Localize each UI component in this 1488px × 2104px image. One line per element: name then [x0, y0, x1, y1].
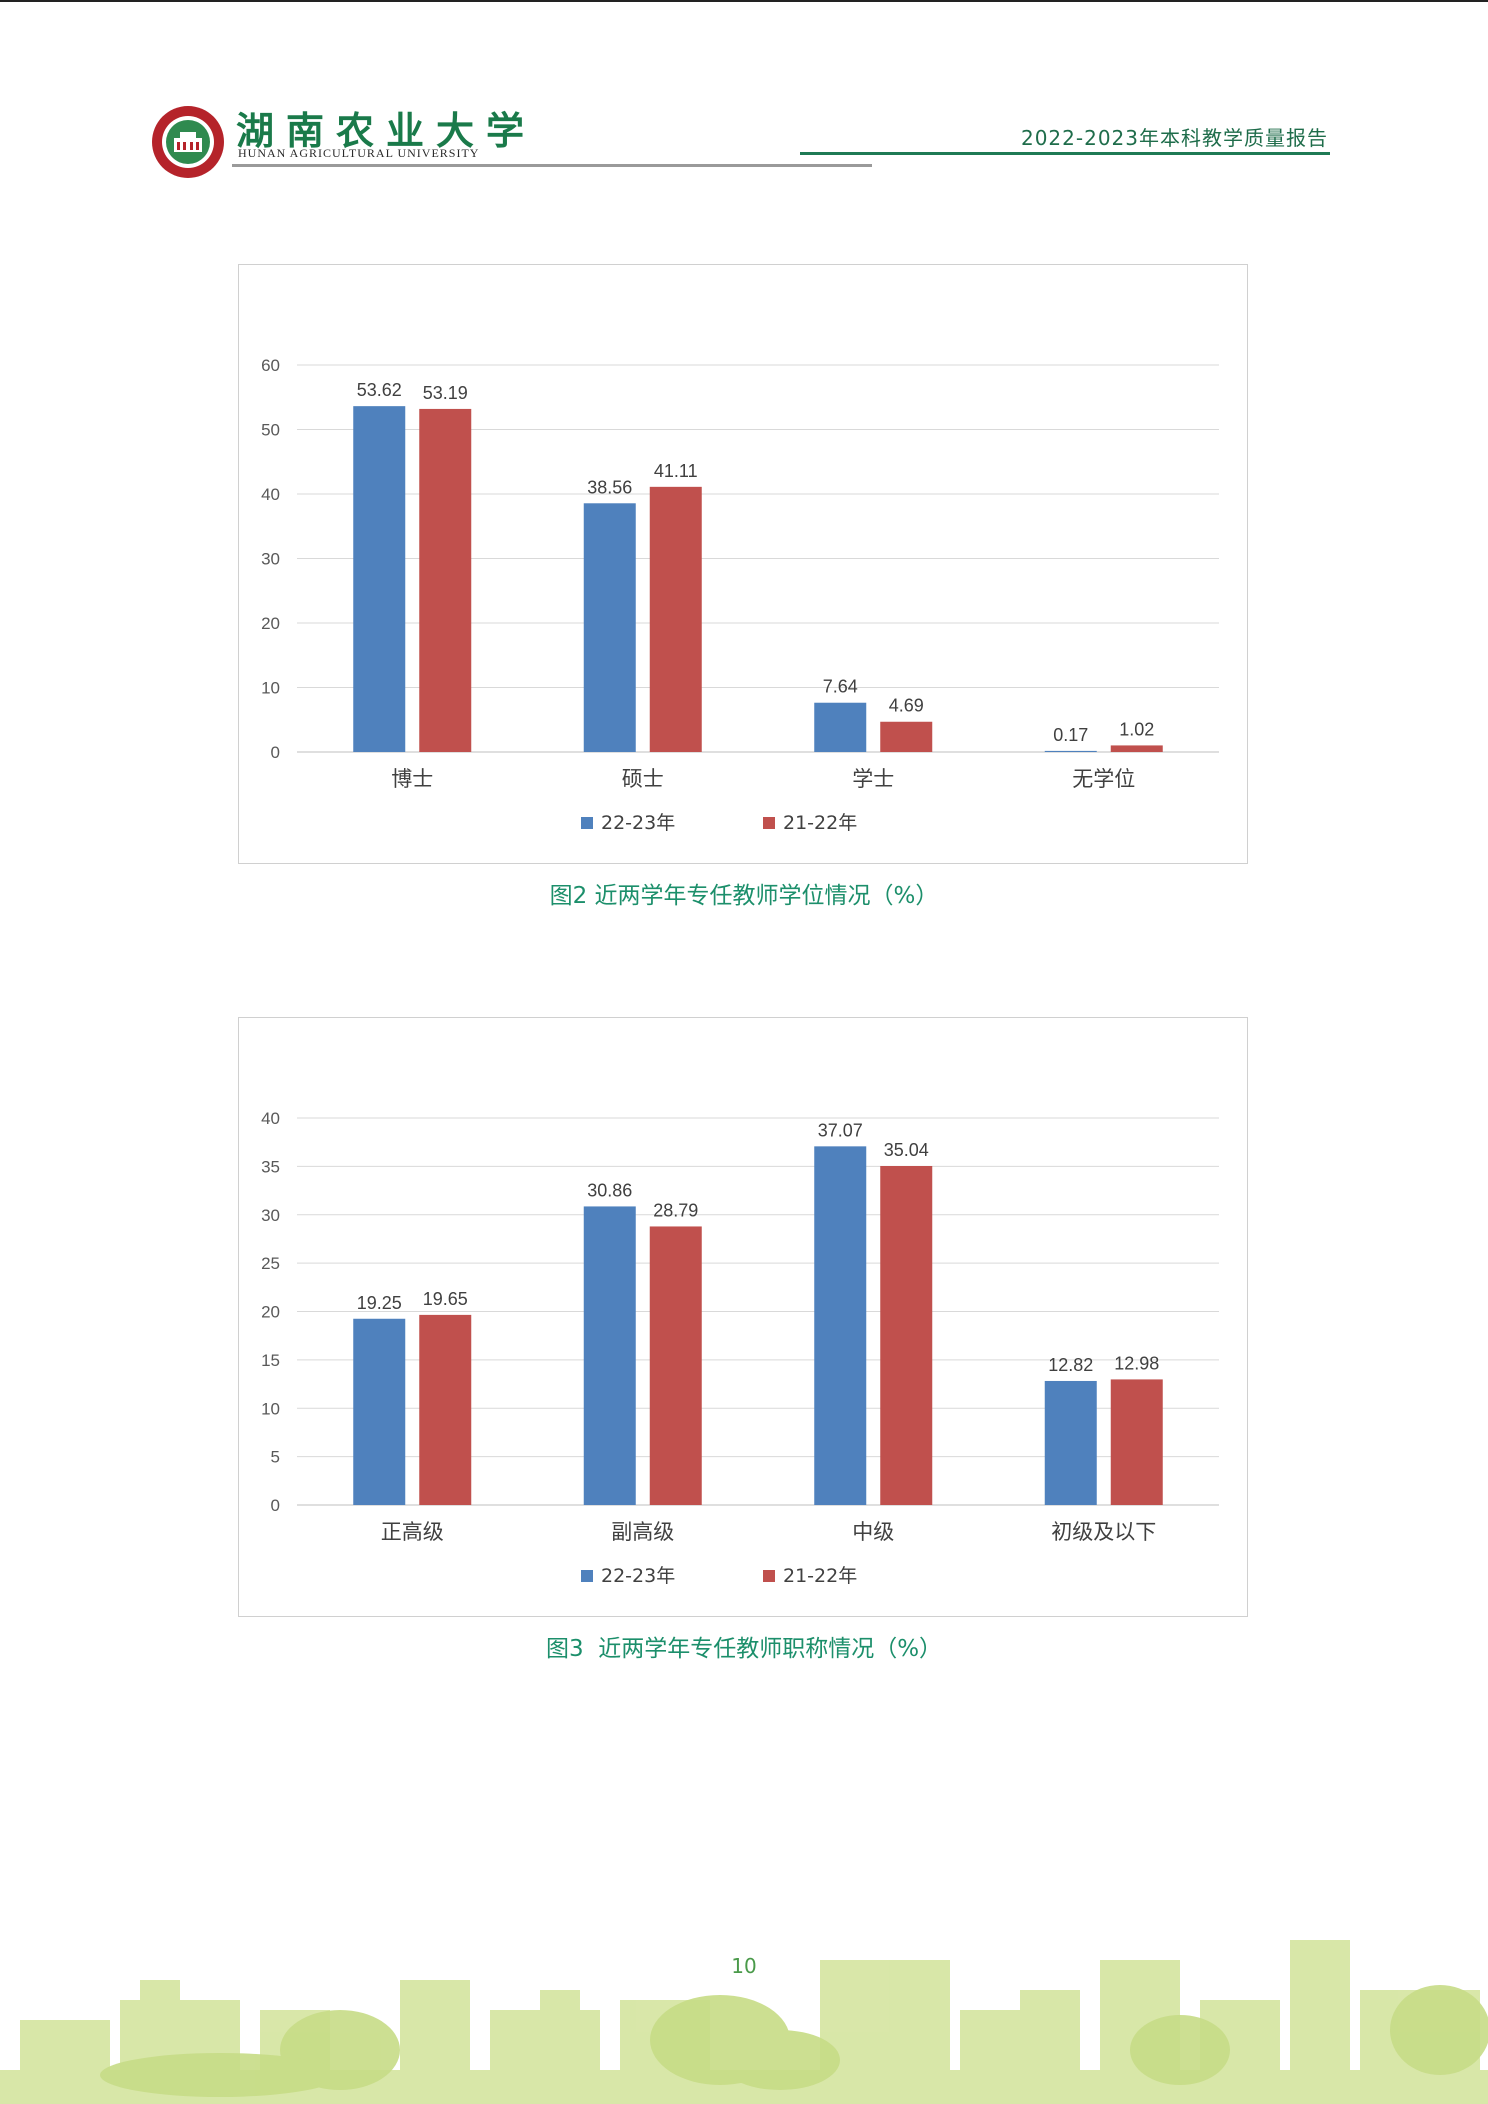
chart-title-rank-frame: 0 5 10 15 20 25 30 35 40 19.25 19.65 正高级 30.86 28.79 副…: [238, 1017, 1248, 1617]
legend-label: 22-23年: [601, 1565, 675, 1587]
data-label: 41.11: [654, 461, 698, 481]
legend-label: 21-22年: [783, 1565, 857, 1587]
figure-3-caption: 图3 近两学年专任教师职称情况（%）: [545, 1636, 943, 1662]
y-tick-label: 15: [261, 1351, 280, 1370]
header-rule-left: [232, 164, 872, 167]
page-number: 10: [731, 1954, 757, 1978]
legend-label: 22-23年: [601, 812, 675, 834]
bar-series-a: [814, 1146, 867, 1505]
legend-swatch: [581, 817, 593, 829]
legend-swatch: [581, 1570, 593, 1582]
x-category-label: 中级: [852, 1520, 894, 1544]
legend-label: 21-22年: [783, 812, 857, 834]
legend-swatch: [763, 817, 775, 829]
data-label: 19.25: [357, 1293, 402, 1313]
header-rule-right: [800, 152, 1330, 155]
bar-series-b: [419, 408, 472, 752]
bar-series-a: [1044, 1380, 1097, 1505]
data-label: 12.82: [1048, 1355, 1093, 1375]
bar-series-b: [419, 1314, 472, 1505]
data-label: 4.69: [889, 696, 924, 716]
bar-series-b: [1110, 1379, 1163, 1505]
data-label: 30.86: [587, 1180, 632, 1200]
campus-skyline-illustration: [0, 1940, 1488, 2104]
data-label: 37.07: [818, 1120, 863, 1140]
y-tick-label: 60: [261, 356, 280, 375]
bar-series-b: [649, 1226, 702, 1505]
chart-degree: 0 10 20 30 40 50 60 53.62 53.19 博士 38.56 41.11 硕士 7.6…: [261, 356, 1219, 834]
y-tick-label: 10: [261, 1399, 280, 1418]
chart-title-rank: 0 5 10 15 20 25 30 35 40 19.25 19.65 正高级 30.86 28.79 副…: [261, 1109, 1219, 1587]
chart-degree-frame: 0 10 20 30 40 50 60 53.62 53.19 博士 38.56 41.11 硕士 7.6…: [238, 264, 1248, 864]
data-label: 53.19: [423, 383, 468, 403]
data-label: 35.04: [884, 1140, 929, 1160]
report-title: 2022-2023年本科教学质量报告: [1020, 126, 1328, 150]
y-tick-label: 35: [261, 1157, 280, 1176]
y-tick-label: 40: [261, 485, 280, 504]
data-label: 19.65: [423, 1289, 468, 1309]
y-tick-label: 30: [261, 1206, 280, 1225]
legend-swatch: [763, 1570, 775, 1582]
x-category-label: 无学位: [1072, 767, 1135, 791]
bar-series-b: [880, 721, 933, 752]
x-category-label: 博士: [391, 767, 433, 791]
data-label: 7.64: [823, 677, 858, 697]
y-tick-label: 50: [261, 421, 280, 440]
x-category-label: 正高级: [381, 1520, 444, 1544]
bar-series-b: [1110, 745, 1163, 752]
x-category-label: 学士: [852, 767, 894, 791]
y-tick-label: 20: [261, 614, 280, 633]
x-category-label: 初级及以下: [1051, 1520, 1156, 1544]
bar-series-a: [353, 406, 406, 752]
x-category-label: 硕士: [622, 767, 664, 791]
bar-series-a: [1044, 750, 1097, 752]
data-label: 12.98: [1114, 1353, 1159, 1373]
bar-series-a: [353, 1318, 406, 1505]
x-category-label: 副高级: [611, 1520, 674, 1544]
bar-series-b: [880, 1165, 933, 1505]
university-name-en: HUNAN AGRICULTURAL UNIVERSITY: [238, 146, 480, 160]
y-tick-label: 30: [261, 550, 280, 569]
data-label: 38.56: [587, 477, 632, 497]
bar-series-b: [649, 486, 702, 752]
top-border: [0, 0, 1488, 2]
figure-2-caption: 图2 近两学年专任教师学位情况（%）: [549, 883, 939, 909]
data-label: 53.62: [357, 380, 402, 400]
data-label: 1.02: [1119, 719, 1154, 739]
data-label: 28.79: [653, 1200, 698, 1220]
y-tick-label: 0: [271, 743, 280, 762]
y-tick-label: 0: [271, 1496, 280, 1515]
y-tick-label: 10: [261, 679, 280, 698]
y-tick-label: 20: [261, 1303, 280, 1322]
bar-series-a: [583, 1206, 636, 1505]
y-tick-label: 5: [271, 1448, 280, 1467]
university-seal-logo: [152, 106, 224, 178]
y-tick-label: 25: [261, 1254, 280, 1273]
data-label: 0.17: [1053, 725, 1088, 745]
bar-series-a: [814, 702, 867, 752]
bar-series-a: [583, 503, 636, 752]
university-name-cn: 湖南农业大学: [236, 108, 537, 153]
y-tick-label: 40: [261, 1109, 280, 1128]
